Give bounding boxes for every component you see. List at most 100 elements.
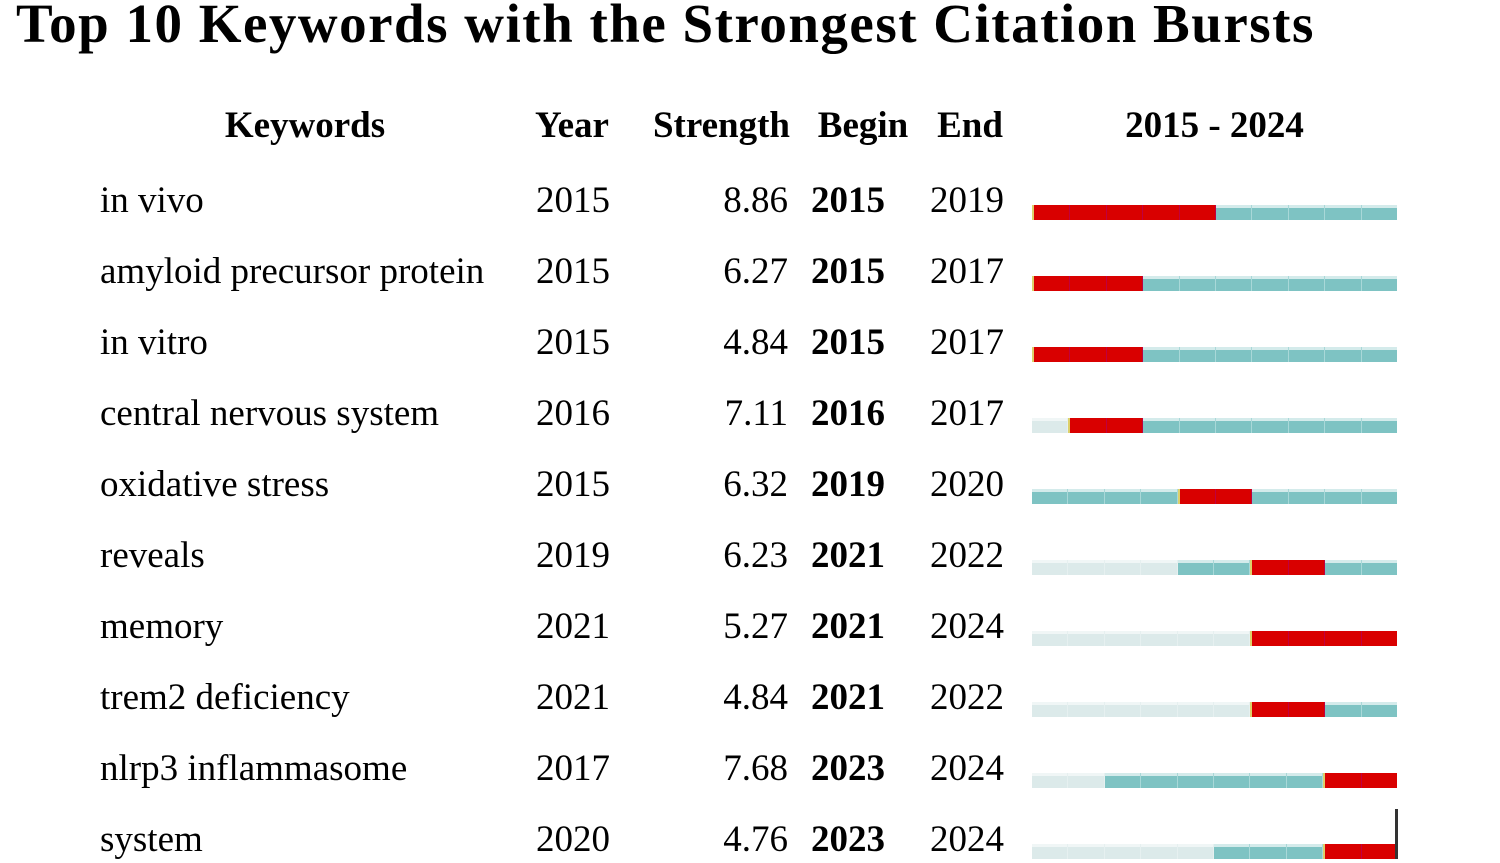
begin-cell: 2023 [811,819,885,860]
year-segment-2024 [1361,276,1398,291]
keyword-cell: in vivo [100,180,204,221]
table-row: central nervous system 2016 7.11 2016 2017 [0,392,1500,440]
year-segment-2017 [1104,844,1142,859]
year-segment-2019 [1177,560,1215,575]
strength-cell: 4.84 [723,322,788,363]
column-header-begin: Begin [817,105,909,146]
begin-cell: 2019 [811,464,885,505]
year-segment-2017 [1104,560,1142,575]
year-segment-2022 [1288,489,1326,504]
year-segment-2015 [1032,773,1069,788]
strength-cell: 5.27 [723,606,788,647]
year-segment-2020 [1216,489,1253,504]
column-header-keywords: Keywords [224,105,386,146]
year-segment-2018 [1141,631,1178,646]
year-segment-2024 [1361,489,1398,504]
end-cell: 2020 [930,464,1004,505]
keyword-cell: reveals [100,535,205,576]
end-cell: 2022 [930,535,1004,576]
column-header-end: End [937,105,1003,146]
year-cell: 2021 [536,677,610,718]
year-segment-2019 [1179,347,1217,362]
table-row: system 2020 4.76 2023 2024 [0,818,1500,863]
year-segment-2023 [1325,702,1362,717]
year-segment-2020 [1214,844,1251,859]
year-segment-2021 [1252,276,1289,291]
year-segment-2021 [1250,560,1289,575]
strength-cell: 6.27 [723,251,788,292]
year-segment-2016 [1068,702,1105,717]
year-segment-2020 [1216,276,1253,291]
year-segment-2020 [1214,560,1251,575]
column-header-strength: Strength [652,105,790,146]
year-segment-2024 [1361,347,1398,362]
column-header-year-range: 2015 - 2024 [1125,105,1304,146]
year-segment-2024 [1361,773,1398,788]
begin-cell: 2021 [811,606,885,647]
keyword-cell: central nervous system [100,393,440,434]
year-segment-2019 [1177,773,1215,788]
year-cell: 2015 [536,180,610,221]
year-segment-2022 [1288,631,1326,646]
year-segment-2017 [1106,276,1144,291]
burst-timeline-bar [1032,560,1398,575]
year-segment-2018 [1141,560,1178,575]
text-cursor-artifact [1395,809,1398,859]
table-row: nlrp3 inflammasome 2017 7.68 2023 2024 [0,747,1500,795]
year-cell: 2015 [536,464,610,505]
year-segment-2021 [1250,844,1287,859]
year-segment-2018 [1143,205,1180,220]
begin-cell: 2015 [811,322,885,363]
year-cell: 2015 [536,322,610,363]
year-segment-2023 [1325,631,1362,646]
end-cell: 2017 [930,322,1004,363]
year-segment-2019 [1179,276,1217,291]
year-segment-2021 [1250,702,1289,717]
burst-timeline-bar [1032,489,1398,504]
year-segment-2021 [1250,773,1287,788]
year-segment-2015 [1032,844,1069,859]
year-segment-2022 [1288,347,1326,362]
year-segment-2020 [1214,631,1251,646]
year-segment-2023 [1325,347,1362,362]
year-cell: 2020 [536,819,610,860]
year-segment-2016 [1070,276,1107,291]
year-segment-2021 [1252,489,1289,504]
year-segment-2024 [1361,631,1398,646]
end-cell: 2017 [930,251,1004,292]
year-segment-2018 [1143,347,1180,362]
end-cell: 2024 [930,606,1004,647]
year-segment-2023 [1325,276,1362,291]
begin-cell: 2023 [811,748,885,789]
begin-cell: 2016 [811,393,885,434]
year-cell: 2019 [536,535,610,576]
burst-timeline-bar [1032,205,1398,220]
year-segment-2019 [1179,418,1217,433]
year-cell: 2017 [536,748,610,789]
year-segment-2015 [1032,205,1071,220]
year-segment-2024 [1361,418,1398,433]
year-segment-2018 [1141,773,1178,788]
year-segment-2015 [1032,702,1069,717]
end-cell: 2024 [930,748,1004,789]
year-segment-2020 [1216,205,1253,220]
year-segment-2022 [1288,560,1326,575]
year-segment-2022 [1286,844,1324,859]
year-segment-2017 [1104,773,1142,788]
burst-timeline-bar [1032,347,1398,362]
year-segment-2023 [1325,205,1362,220]
end-cell: 2022 [930,677,1004,718]
year-segment-2016 [1068,560,1105,575]
year-segment-2018 [1141,489,1178,504]
keyword-cell: trem2 deficiency [100,677,350,718]
year-segment-2016 [1070,205,1107,220]
burst-timeline-bar [1032,276,1398,291]
year-segment-2020 [1214,773,1251,788]
year-segment-2019 [1177,631,1215,646]
begin-cell: 2021 [811,677,885,718]
begin-cell: 2015 [811,251,885,292]
year-segment-2019 [1179,205,1217,220]
year-segment-2023 [1323,773,1362,788]
year-segment-2020 [1214,702,1251,717]
